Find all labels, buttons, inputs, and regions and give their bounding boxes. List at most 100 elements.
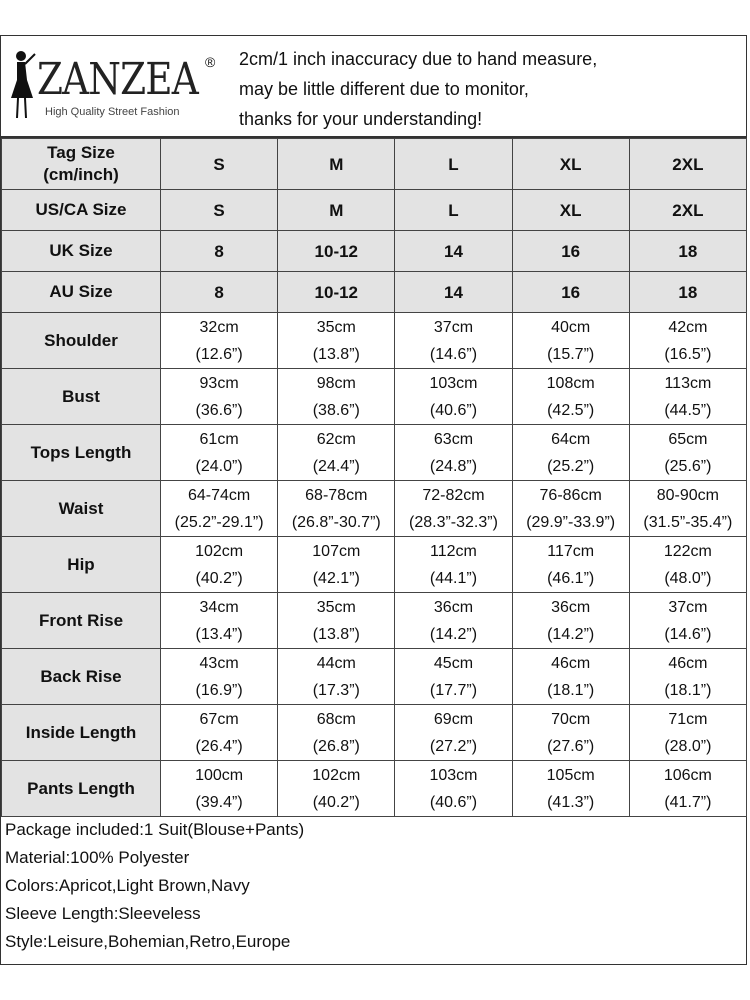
row-label: Pants Length (1, 760, 161, 817)
measurement-cell: 105cm (41.3”) (511, 760, 630, 817)
row-label: Tag Size (cm/inch) (1, 138, 161, 190)
size-cell: 18 (628, 230, 748, 272)
measurement-cell: 103cm (40.6”) (394, 368, 513, 425)
measurement-row: Front Rise 34cm (13.4”) 35cm (13.8”) 36cm (14.… (1, 592, 748, 649)
inch-value: (27.2”) (429, 737, 478, 755)
size-cell: 8 (159, 230, 279, 272)
inch-value: (40.6”) (429, 401, 478, 419)
inch-value: (48.0”) (664, 569, 712, 587)
inch-value: (13.4”) (195, 625, 243, 643)
cm-value: 112cm (430, 542, 477, 560)
inch-value: (29.9”-33.9”) (526, 513, 616, 531)
cm-value: 106cm (663, 766, 712, 784)
measurement-cell: 61cm (24.0”) (159, 424, 279, 481)
cm-value: 72-82cm (422, 486, 485, 504)
inch-value: (14.2”) (429, 625, 478, 643)
inch-value: (16.5”) (664, 345, 712, 363)
measurement-row: Waist 64-74cm (25.2”-29.1”) 68-78cm (26.8”-3… (1, 480, 748, 537)
measurement-cell: 35cm (13.8”) (277, 592, 396, 649)
cm-value: 105cm (546, 766, 595, 784)
detail-line: Package included:1 Suit(Blouse+Pants) (5, 820, 305, 839)
inch-value: (18.1”) (547, 681, 595, 699)
brand-tagline: High Quality Street Fashion (45, 106, 180, 118)
measurement-cell: 37cm (14.6”) (628, 592, 748, 649)
measurement-cell: 69cm (27.2”) (394, 704, 513, 761)
measurement-cell: 112cm (44.1”) (394, 536, 513, 593)
cm-value: 35cm (316, 318, 356, 336)
size-row: US/CA Size S M L XL 2XL (1, 189, 748, 231)
size-cell: 14 (394, 271, 513, 313)
measurement-cell: 100cm (39.4”) (159, 760, 279, 817)
cm-value: 103cm (429, 374, 478, 392)
cm-value: 71cm (668, 710, 708, 728)
cm-value: 61cm (199, 430, 239, 448)
size-chart: ZANZEA ® High Quality Street Fashion 2cm… (0, 35, 748, 965)
size-cell: 2XL (628, 189, 748, 231)
inch-value: (28.3”-32.3”) (409, 513, 498, 531)
cm-value: 70cm (551, 710, 591, 728)
note-line: may be little different due to monitor, (239, 79, 529, 99)
size-cell: 16 (511, 230, 630, 272)
size-table: Tag Size (cm/inch) S M L XL 2XL US/CA Size S M L X… (1, 138, 748, 817)
row-label: Bust (1, 368, 161, 425)
cm-value: 46cm (551, 654, 591, 672)
measurement-cell: 68cm (26.8”) (277, 704, 396, 761)
cm-value: 36cm (433, 598, 474, 616)
cm-value: 107cm (312, 542, 361, 560)
inch-value: (26.4”) (195, 737, 243, 755)
cm-value: 37cm (433, 318, 474, 336)
cm-value: 102cm (312, 766, 361, 784)
measurement-cell: 98cm (38.6”) (277, 368, 396, 425)
size-cell: S (159, 189, 279, 231)
row-label: Waist (1, 480, 161, 537)
size-cell: 8 (159, 271, 279, 313)
cm-value: 36cm (551, 598, 591, 616)
brand-logo: ZANZEA ® High Quality Street Fashion (7, 50, 227, 130)
inch-value: (46.1”) (547, 569, 595, 587)
registered-mark: ® (205, 54, 216, 70)
inch-value: (41.3”) (547, 793, 595, 811)
cm-value: 32cm (199, 318, 239, 336)
cm-value: 68-78cm (305, 486, 368, 504)
inch-value: (24.4”) (312, 457, 360, 475)
size-cell: L (394, 138, 513, 190)
cm-value: 45cm (433, 654, 474, 672)
inch-value: (17.3”) (312, 681, 360, 699)
inch-value: (14.2”) (547, 625, 595, 643)
brand-name: ZANZEA (37, 54, 199, 105)
size-cell: M (277, 138, 396, 190)
measurement-cell: 93cm (36.6”) (159, 368, 279, 425)
detail-line: Style:Leisure,Bohemian,Retro,Europe (5, 932, 291, 951)
row-label: UK Size (1, 230, 161, 272)
measurement-row: Pants Length 100cm (39.4”) 102cm (40.2”) 103c… (1, 760, 748, 817)
measurement-cell: 76-86cm (29.9”-33.9”) (511, 480, 630, 537)
inch-value: (13.8”) (312, 625, 360, 643)
cm-value: 44cm (316, 654, 356, 672)
measurement-cell: 102cm (40.2”) (277, 760, 396, 817)
measurement-cell: 65cm (25.6”) (628, 424, 748, 481)
measurement-cell: 107cm (42.1”) (277, 536, 396, 593)
size-cell: XL (511, 138, 630, 190)
cm-value: 67cm (199, 710, 239, 728)
detail-line: Colors:Apricot,Light Brown,Navy (5, 876, 250, 895)
row-label: US/CA Size (1, 189, 161, 231)
cm-value: 62cm (316, 430, 356, 448)
size-row: UK Size 8 10-12 14 16 18 (1, 230, 748, 272)
inch-value: (39.4”) (195, 793, 243, 811)
measurement-cell: 36cm (14.2”) (511, 592, 630, 649)
measurement-cell: 70cm (27.6”) (511, 704, 630, 761)
inch-value: (25.2”) (547, 457, 595, 475)
measurement-cell: 62cm (24.4”) (277, 424, 396, 481)
detail-line: Sleeve Length:Sleeveless (5, 904, 201, 923)
fashion-figure-icon (11, 51, 36, 119)
inch-value: (18.1”) (664, 681, 712, 699)
cm-value: 64cm (551, 430, 591, 448)
measurement-cell: 80-90cm (31.5”-35.4”) (628, 480, 748, 537)
measurement-row: Tops Length 61cm (24.0”) 62cm (24.4”) 63cm (24… (1, 424, 748, 481)
inch-value: (25.6”) (664, 457, 712, 475)
cm-value: 65cm (668, 430, 708, 448)
measurement-cell: 44cm (17.3”) (277, 648, 396, 705)
inch-value: (14.6”) (664, 625, 712, 643)
measurement-cell: 37cm (14.6”) (394, 312, 513, 369)
size-row: AU Size 8 10-12 14 16 18 (1, 271, 748, 313)
